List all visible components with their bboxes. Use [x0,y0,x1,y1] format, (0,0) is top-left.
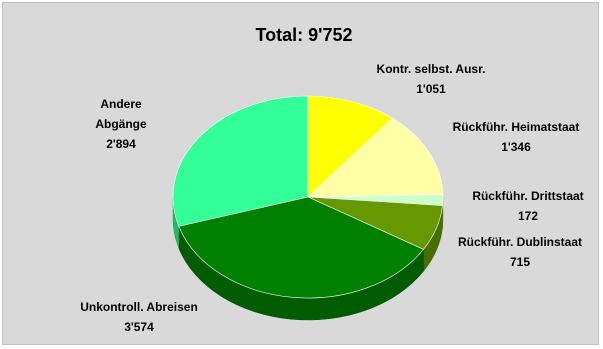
data-label-3: Rückführ. Drittstaat 172 [472,189,583,223]
data-label-2: Rückführ. Heimatstaat 1'346 [453,120,580,154]
data-label-6: Andere Abgänge 2'894 [95,97,147,151]
data-label-4: Rückführ. Dublinstaat 715 [458,235,582,269]
chart-title: Total: 9'752 [256,25,353,45]
chart-area: Total: 9'752 Kontr. selbst. Ausr. 1'051 Rü… [2,2,599,345]
pie-slice-1 [307,95,394,198]
data-label-5: Unkontroll. Abreisen 3'574 [80,300,198,334]
data-label-1: Kontr. selbst. Ausr. 1'051 [377,62,486,96]
pie-slices [172,95,444,299]
pie-slice-5 [178,196,424,299]
data-labels: Kontr. selbst. Ausr. 1'051 Rückführ. Heima… [80,62,583,334]
pie-slice-6 [172,95,309,227]
pie-chart: Total: 9'752 Kontr. selbst. Ausr. 1'051 Rü… [80,25,583,334]
pie-slice-2 [307,117,444,198]
